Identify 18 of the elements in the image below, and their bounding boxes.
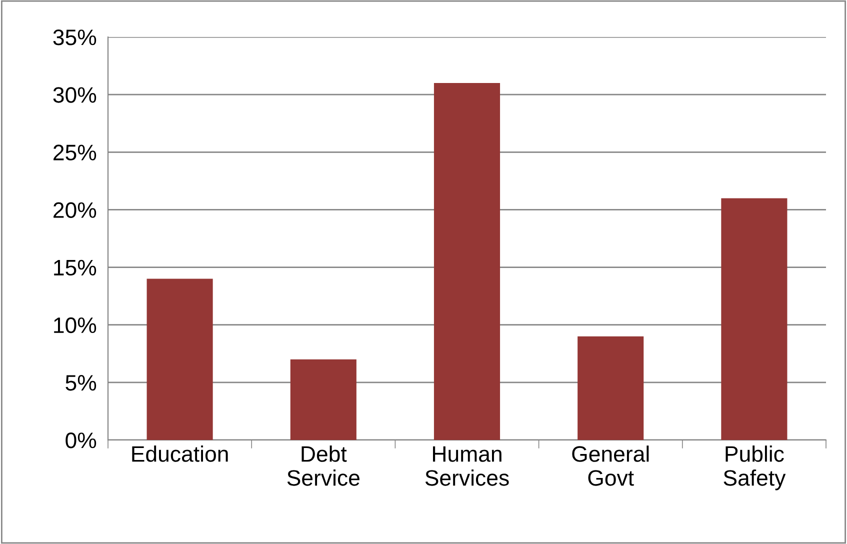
x-tick-label: Debt Service [287, 446, 360, 486]
y-tick-label: 15% [54, 260, 96, 276]
bar [146, 278, 213, 440]
y-tick-label: 20% [54, 202, 96, 218]
bar [578, 336, 644, 440]
y-tick-label: 10% [54, 317, 96, 334]
x-tick-label: Human Services [425, 446, 509, 486]
x-tick-label: General Govt [572, 446, 649, 486]
x-tick-label: Public Safety [724, 446, 786, 490]
bar [290, 359, 356, 440]
bar [721, 198, 788, 440]
x-tick-label: Education [132, 446, 228, 462]
y-tick-label: 35% [53, 30, 96, 46]
y-tick-label: 0% [66, 432, 96, 448]
y-tick-label: 5% [66, 375, 96, 391]
y-tick-label: 30% [53, 87, 96, 103]
y-tick-label: 25% [54, 144, 96, 160]
bar [434, 83, 500, 440]
